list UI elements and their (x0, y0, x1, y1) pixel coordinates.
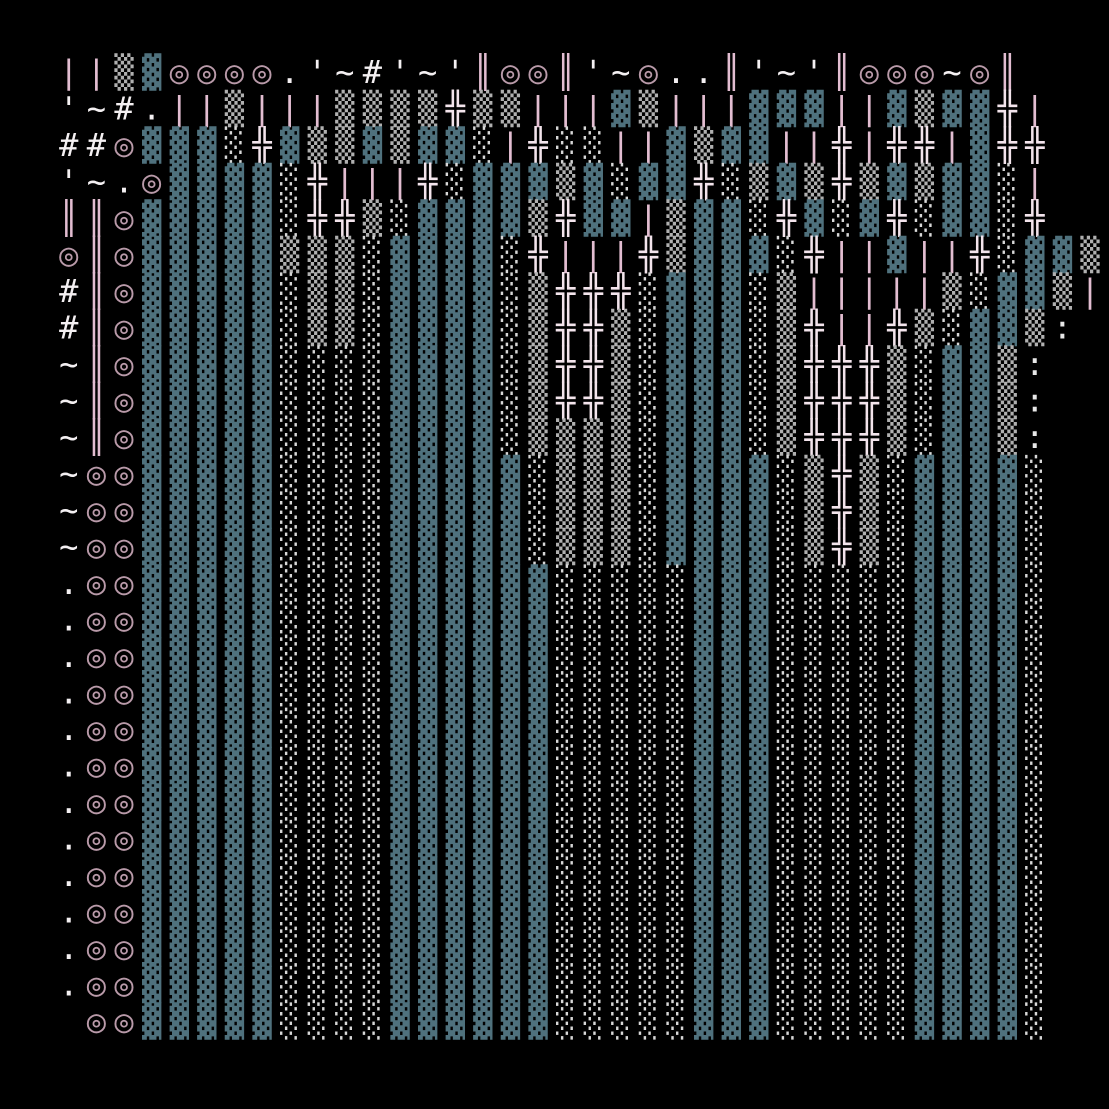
art-row: ~ ║ ◎ ▓ ▓ ▓ ▓ ▓ ░ ░ ░ ░ ▓ ▓ ▓ ▓ ░ ▒ ╬ ╬ ▒ ░ ▓ ▓ ▓ ░ ▒ ╬ ╬ ╬ ▒ ░ ▓ ▓ ▒: (59, 344, 1044, 383)
art-row: ~ ║ ◎ ▓ ▓ ▓ ▓ ▓ ░ ░ ░ ░ ▓ ▓ ▓ ▓ ░ ▒ ▒ ▒ ▒ ░ ▓ ▓ ▓ ░ ▒ ╬ ╬ ╬ ▒ ░ ▓ ▓ ▒: (59, 417, 1044, 456)
art-row: . ◎ ◎ ▓ ▓ ▓ ▓ ▓ ░ ░ ░ ░ ▓ ▓ ▓ ▓ ▓ ▓ ░ ░ ░ ░ ░ ▓ ▓ ▓ ░ ░ ░ ░ ░ ▓ ▓ ▓ ▓ ░ (59, 856, 1044, 894)
art-row: . ◎ ◎ ▓ ▓ ▓ ▓ ▓ ░ ░ ░ ░ ▓ ▓ ▓ ▓ ▓ ▓ ░ ░ ░ ░ ░ ▓ ▓ ▓ ░ ░ ░ ░ ░ ▓ ▓ ▓ ▓ ░ (59, 929, 1044, 967)
art-row: ~ ◎ ◎ ▓ ▓ ▓ ▓ ▓ ░ ░ ░ ░ ▓ ▓ ▓ ▓ ▓ ░ ▒ ▒ ▒ ░ ▓ ▓ ▓ ▓ ░ ▒ ╬ ▒ ░ ▓ ▓ ▓ ▓ ░ (59, 490, 1044, 529)
art-row: # ║ ◎ ▓ ▓ ▓ ▓ ▓ ░ ▒ ▒ ░ ▓ ▓ ▓ ▓ ░ ▒ ╬ ╬ ▒ ░ ▓ ▓ ▓ ░ ▒ ╬ | | ╬ ▒ ░ ▓ ▓ ▒: (59, 308, 1072, 347)
art-row: | | ▒ ▓ ◎ ◎ ◎ ◎. ' ~ # ' ~ ' ║ ◎ ◎ ║ ' ~ ◎.. ║ ' ~ ' ║ ◎ ◎ ◎ ~ ◎ ║ (59, 52, 1017, 91)
art-row: ◎ ◎ ▓ ▓ ▓ ▓ ▓ ░ ░ ░ ░ ▓ ▓ ▓ ▓ ▓ ▓ ░ ░ ░ ░ ░ ▓ ▓ ▓ ░ ░ ░ ░ ░ ▓ ▓ ▓ ▓ ░ (87, 1002, 1045, 1040)
art-row: ◎║◎▓▓▓▓▓▒▒▒░▓▓▓▓░╬|||╬▒▓▓▓░╬||▓||╬░▓▓▒| (59, 235, 1109, 274)
art-row: . ◎ ◎ ▓ ▓ ▓ ▓ ▓ ░ ░ ░ ░ ▓ ▓ ▓ ▓ ▓ ▓ ░ ░ ░ ░ ░ ▓ ▓ ▓ ░ ░ ░ ░ ░ ▓ ▓ ▓ ▓ ░ (59, 893, 1044, 931)
art-row: # # ◎ ▓ ▓ ▓ ░ ╬ ▓ ▒ ▒ ▓ ▒ ▓ ▓ ░ | ╬ ░ ░ | | ▓ ▒ ▓ ▓ | | ╬ | ╬ ╬ | ▓ ╬ ╬ (59, 125, 1045, 164)
art-row: ~ ║ ◎ ▓ ▓ ▓ ▓ ▓ ░ ░ ░ ░ ▓ ▓ ▓ ▓ ░ ▒ ╬ ╬ ▒ ░ ▓ ▓ ▓ ░ ▒ ╬ ╬ ╬ ▒ ░ ▓ ▓ ▒: (59, 381, 1044, 420)
art-row: . ◎ ◎ ▓ ▓ ▓ ▓ ▓ ░ ░ ░ ░ ▓ ▓ ▓ ▓ ▓ ▓ ░ ░ ░ ░ ░ ▓ ▓ ▓ ░ ░ ░ ░ ░ ▓ ▓ ▓ ▓ ░ (59, 674, 1044, 712)
art-row: . ◎ ◎ ▓ ▓ ▓ ▓ ▓ ░ ░ ░ ░ ▓ ▓ ▓ ▓ ▓ ▓ ░ ░ ░ ░ ░ ▓ ▓ ▓ ░ ░ ░ ░ ░ ▓ ▓ ▓ ▓ ░ (59, 637, 1044, 675)
art-row: # ║ ◎ ▓ ▓ ▓ ▓ ▓ ░ ▒ ▒ ░ ▓ ▓ ▓ ▓ ░ ▒ ╬ ╬ ╬ ░ ▓ ▓ ▓ ░ ▒ | | | | | ▒ ░ ▓ ▓ ▒ | (59, 271, 1099, 310)
art-row: . ◎ ◎ ▓ ▓ ▓ ▓ ▓ ░ ░ ░ ░ ▓ ▓ ▓ ▓ ▓ ▓ ░ ░ ░ ░ ░ ▓ ▓ ▓ ░ ░ ░ ░ ░ ▓ ▓ ▓ ▓ ░ (59, 747, 1044, 785)
art-row: . ◎ ◎ ▓ ▓ ▓ ▓ ▓ ░ ░ ░ ░ ▓ ▓ ▓ ▓ ▓ ▓ ░ ░ ░ ░ ░ ▓ ▓ ▓ ░ ░ ░ ░ ░ ▓ ▓ ▓ ▓ ░ (59, 783, 1044, 821)
art-row: ║ ║ ◎ ▓ ▓ ▓ ▓ ▓ ░ ╬ ╬ ▒ ░ ▓ ▓ ▓ ▓ ▒ ╬ ▓ ▓ | ▒ ▓ ▓ ░ ╬ ▓ ░ ▓ ╬ ░ ▓ ▓ ░ ╬ (59, 198, 1045, 237)
art-row: ~ ◎ ◎ ▓ ▓ ▓ ▓ ▓ ░ ░ ░ ░ ▓ ▓ ▓ ▓ ▓ ░ ▒ ▒ ▒ ░ ▓ ▓ ▓ ▓ ░ ▒ ╬ ▒ ░ ▓ ▓ ▓ ▓ ░ (59, 527, 1044, 566)
art-row: . ◎ ◎ ▓ ▓ ▓ ▓ ▓ ░ ░ ░ ░ ▓ ▓ ▓ ▓ ▓ ▓ ░ ░ ░ ░ ░ ▓ ▓ ▓ ░ ░ ░ ░ ░ ▓ ▓ ▓ ▓ ░ (59, 710, 1044, 748)
art-row: . ◎ ◎ ▓ ▓ ▓ ▓ ▓ ░ ░ ░ ░ ▓ ▓ ▓ ▓ ▓ ▓ ░ ░ ░ ░ ░ ▓ ▓ ▓ ░ ░ ░ ░ ░ ▓ ▓ ▓ ▓ ░ (59, 564, 1044, 602)
art-row: ' ~. ◎ ▓ ▓ ▓ ▓ ░ ╬ | | | ╬ ░ ▓ ▓ ▓ ▒ ▓ ░ ▓ ▓ ╬ ░ ▒ ▓ ▒ ╬ ▒ ▓ ▒ ▓ ▓ ░ | (59, 162, 1044, 201)
art-row: . ◎ ◎ ▓ ▓ ▓ ▓ ▓ ░ ░ ░ ░ ▓ ▓ ▓ ▓ ▓ ▓ ░ ░ ░ ░ ░ ▓ ▓ ▓ ░ ░ ░ ░ ░ ▓ ▓ ▓ ▓ ░ (59, 966, 1044, 1004)
art-row: ~ ◎ ◎ ▓ ▓ ▓ ▓ ▓ ░ ░ ░ ░ ▓ ▓ ▓ ▓ ▓ ░ ▒ ▒ ▒ ░ ▓ ▓ ▓ ▓ ░ ▒ ╬ ▒ ░ ▓ ▓ ▓ ▓ ░ (59, 454, 1044, 493)
art-row: ' ~ #. | | ▒ | | | ▒ ▒ ▒ ▒ ╬ ▒ ▒ | | | ▓ ▒ | | | ▓ ▓ ▓ | | ▓ ▒ ▓ ▓ ╬ | (59, 89, 1044, 128)
art-row: . ◎ ◎ ▓ ▓ ▓ ▓ ▓ ░ ░ ░ ░ ▓ ▓ ▓ ▓ ▓ ▓ ░ ░ ░ ░ ░ ▓ ▓ ▓ ░ ░ ░ ░ ░ ▓ ▓ ▓ ▓ ░ (59, 601, 1044, 639)
art-row: . ◎ ◎ ▓ ▓ ▓ ▓ ▓ ░ ░ ░ ░ ▓ ▓ ▓ ▓ ▓ ▓ ░ ░ ░ ░ ░ ▓ ▓ ▓ ░ ░ ░ ░ ░ ▓ ▓ ▓ ▓ ░ (59, 820, 1044, 858)
